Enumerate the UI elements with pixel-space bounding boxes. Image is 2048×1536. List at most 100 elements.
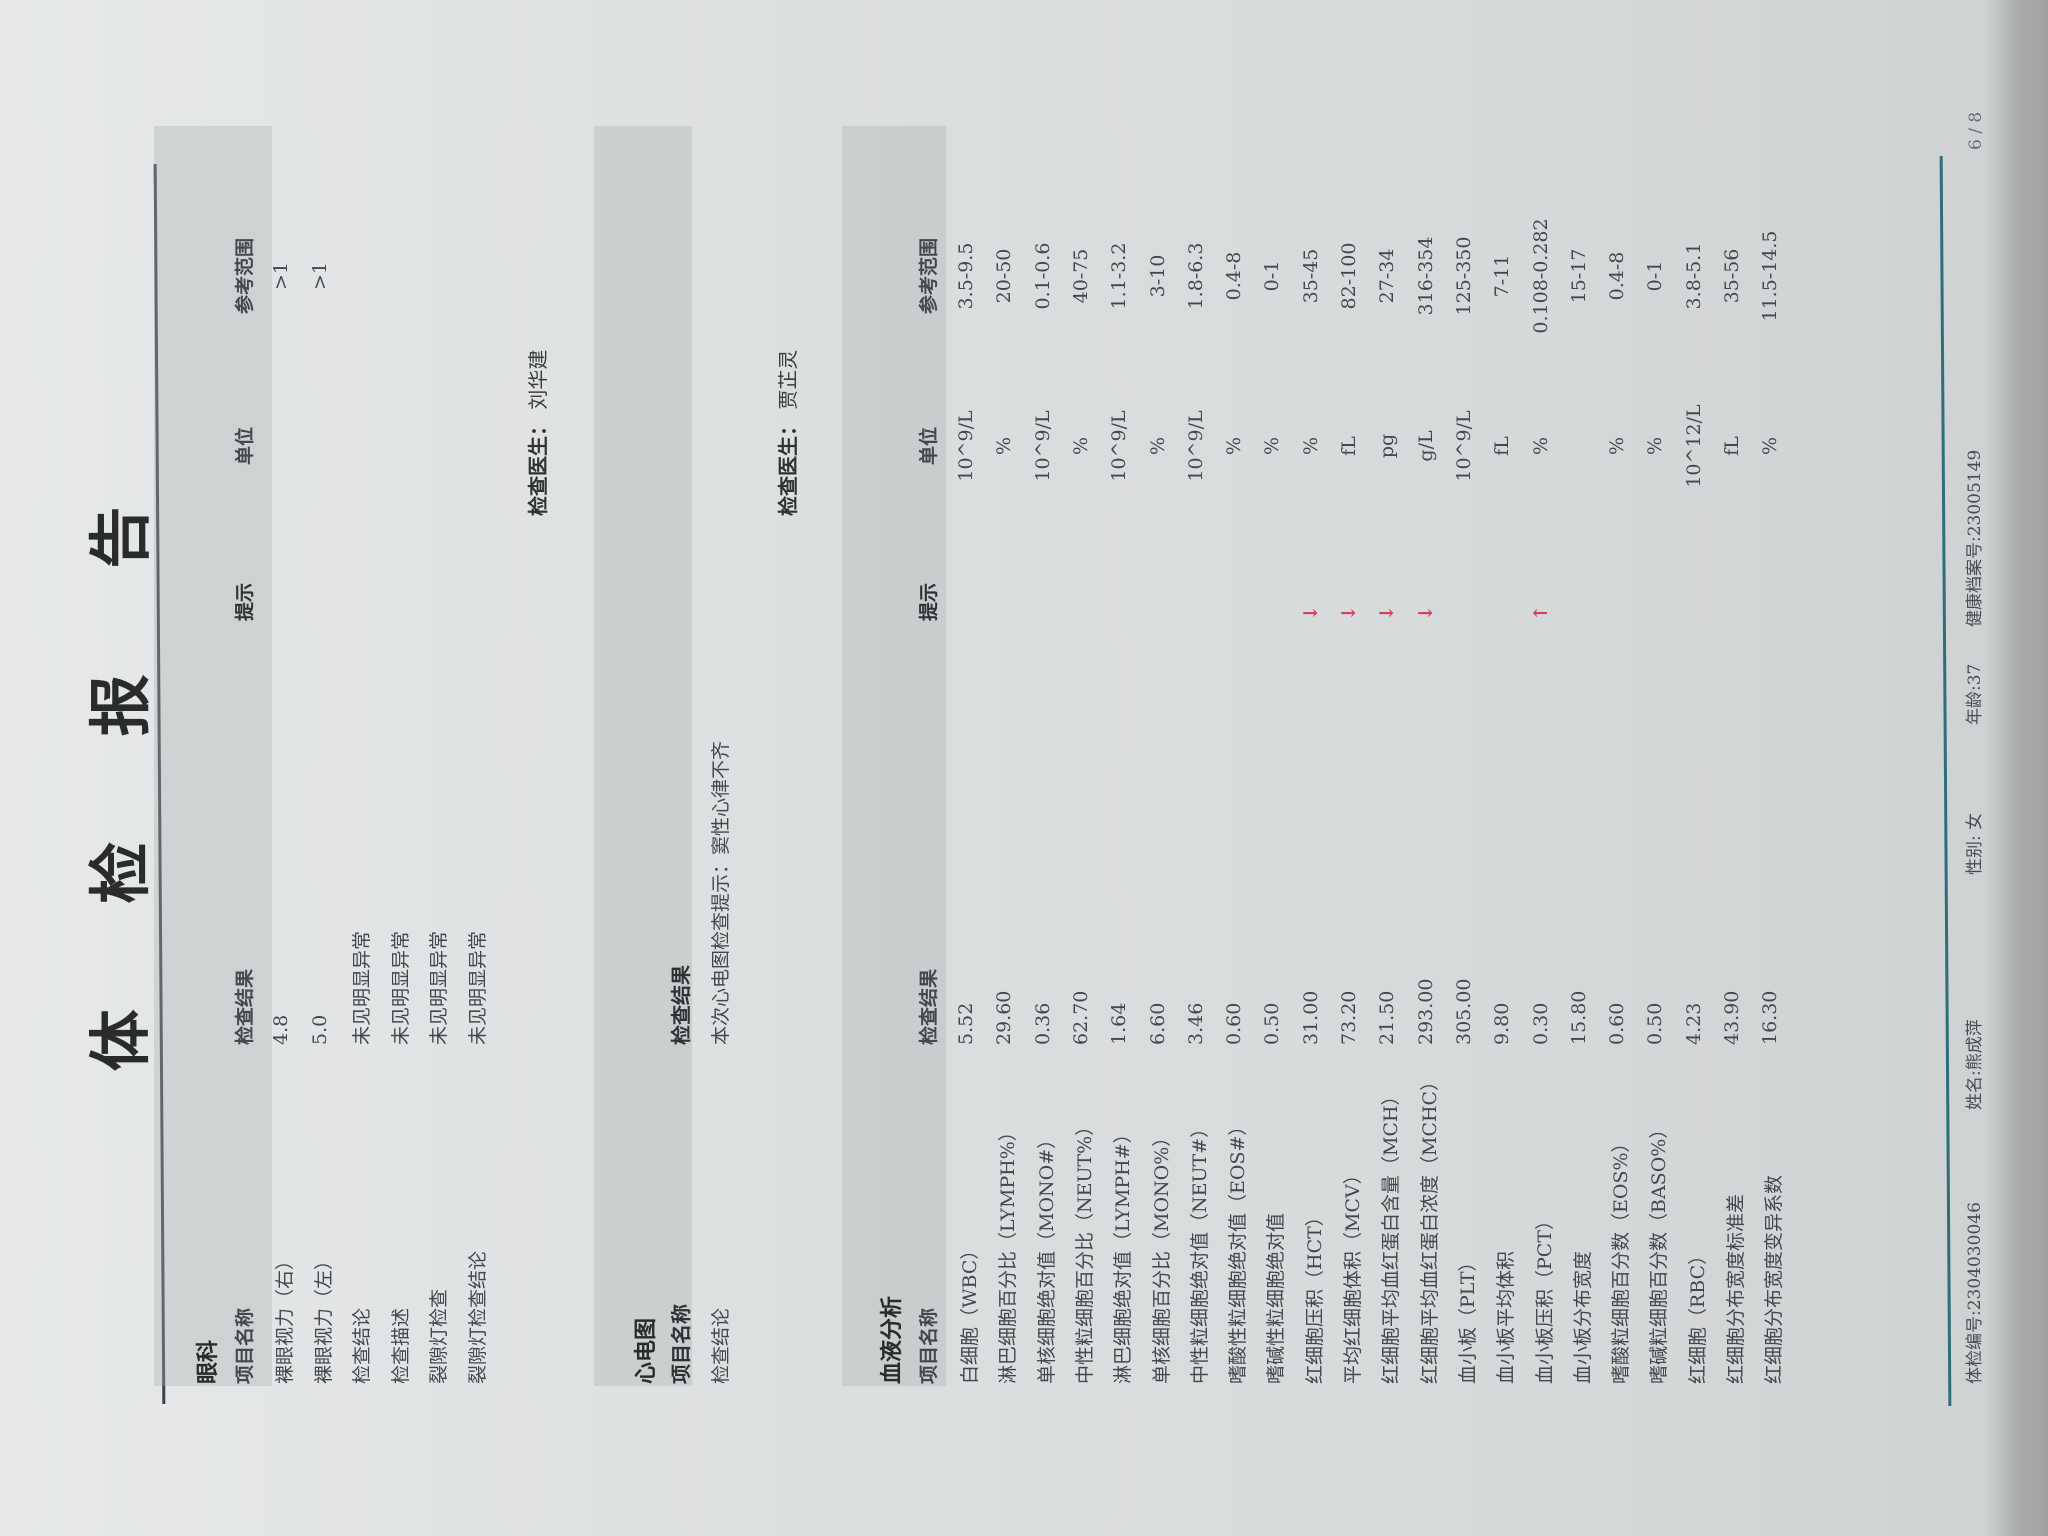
ecg-col-result: 检查结果	[669, 965, 693, 1045]
row-result: 0.36	[1031, 1002, 1054, 1045]
row-result: 未见明显异常	[389, 930, 412, 1045]
row-reference-range: 0.108-0.282	[1529, 218, 1552, 334]
row-unit: 10^9/L	[1108, 410, 1131, 482]
column-header-unit: 单位	[918, 427, 940, 466]
row-result: 21.50	[1376, 990, 1399, 1045]
row-item-name: 平均红细胞体积（MCV）	[1342, 1165, 1364, 1384]
column-header-result: 检查结果	[234, 968, 256, 1045]
column-header-unit: 单位	[234, 427, 256, 466]
row-item-name: 嗜酸性粒细胞绝对值（EOS#）	[1227, 1116, 1250, 1384]
column-header-result: 检查结果	[918, 968, 940, 1045]
doctor-label: 检查医生：	[776, 416, 800, 516]
footer-health-record-number: 健康档案号:23005149	[1965, 449, 1985, 627]
row-reference-range: 35-45	[1299, 248, 1322, 304]
row-unit: 10^9/L	[1031, 410, 1054, 482]
row-item-name: 淋巴细胞百分比（LYMPH%）	[997, 1122, 1020, 1384]
row-result: 0.60	[1606, 1002, 1629, 1045]
doctor-name: 刘华建	[526, 349, 550, 410]
row-item-name: 红细胞（RBC）	[1686, 1245, 1709, 1384]
ecg-section-title: 心电图	[633, 1317, 659, 1384]
row-unit: pg	[1376, 433, 1399, 459]
row-result: 3.46	[1184, 1002, 1207, 1045]
row-unit: 10^9/L	[1184, 410, 1207, 482]
row-result: 305.00	[1452, 978, 1475, 1045]
row-reference-range: 1.1-3.2	[1108, 242, 1131, 310]
page-number: 6 / 8	[1966, 111, 1986, 150]
row-reference-range: 40-75	[1069, 248, 1092, 304]
row-result: 未见明显异常	[351, 930, 373, 1045]
row-reference-range: 0.4-8	[1223, 251, 1246, 301]
row-result: 29.60	[993, 990, 1016, 1045]
row-unit: %	[1223, 436, 1246, 456]
ecg-header-band	[594, 126, 692, 1386]
row-reference-range: 82-100	[1338, 242, 1360, 310]
row-result: 16.30	[1759, 990, 1782, 1045]
row-item-name: 中性粒细胞绝对值（NEUT#）	[1188, 1118, 1211, 1384]
row-result: 0.60	[1223, 1002, 1246, 1045]
row-unit: %	[1606, 436, 1629, 456]
doctor-label: 检查医生：	[526, 416, 550, 516]
row-item-name: 血小板分布宽度	[1571, 1250, 1594, 1384]
row-item-name: 检查描述	[389, 1307, 412, 1384]
ecg-doctor: 检查医生： 贾芷灵	[772, 350, 801, 516]
row-item-name: 裸眼视力（右）	[274, 1250, 296, 1384]
row-item-name: 血小板平均体积	[1495, 1250, 1518, 1384]
ecg-row-result: 本次心电图检查提示：窦性心律不齐	[710, 740, 732, 1045]
column-header-range: 参考范围	[234, 238, 256, 315]
row-result: 9.80	[1491, 1002, 1514, 1045]
row-result: 5.0	[308, 1014, 331, 1045]
row-unit: fL	[1721, 436, 1743, 456]
row-reference-range: 1.8-6.3	[1184, 242, 1207, 310]
footer-patient-name: 姓名:熊成萍	[1965, 1019, 1985, 1110]
column-header-flag: 提示	[234, 582, 256, 621]
row-reference-range: 7-11	[1491, 254, 1514, 298]
row-unit: %	[1644, 436, 1667, 456]
row-item-name: 嗜酸粒细胞百分数（EOS%）	[1610, 1133, 1633, 1384]
column-header-range: 参考范围	[918, 238, 940, 315]
column-header-name: 项目名称	[918, 1307, 940, 1384]
eye-doctor: 检查医生： 刘华建	[522, 350, 551, 516]
footer-age: 年龄:37	[1965, 663, 1985, 725]
row-unit: %	[1069, 436, 1092, 456]
row-unit: fL	[1338, 436, 1360, 456]
row-item-name: 红细胞分布宽度标准差	[1725, 1193, 1747, 1384]
row-flag-arrow-icon: ↓	[1376, 605, 1399, 621]
row-result: 未见明显异常	[428, 930, 450, 1045]
doctor-name: 贾芷灵	[776, 349, 800, 410]
row-reference-range: >1	[270, 262, 292, 291]
report-title: 体 检 报 告	[84, 464, 157, 1072]
row-item-name: 白细胞（WBC）	[959, 1240, 981, 1384]
row-flag-arrow-icon: ↓	[1414, 605, 1437, 621]
row-unit: %	[1529, 436, 1552, 456]
row-result: 73.20	[1338, 990, 1360, 1045]
row-unit: 10^9/L	[1452, 410, 1475, 482]
row-item-name: 嗜碱粒细胞百分数（BASO%）	[1648, 1119, 1671, 1384]
row-result: 4.23	[1682, 1002, 1705, 1045]
row-reference-range: 3.8-5.1	[1682, 242, 1705, 310]
row-flag-arrow-icon: ↓	[1338, 605, 1360, 621]
row-result: 5.52	[955, 1002, 977, 1045]
row-reference-range: 35-56	[1721, 248, 1743, 304]
row-unit: 10^9/L	[955, 410, 977, 482]
row-reference-range: 20-50	[993, 248, 1016, 304]
row-item-name: 红细胞平均血红蛋白含量（MCH）	[1380, 1086, 1403, 1384]
row-item-name: 血小板（PLT）	[1456, 1252, 1479, 1384]
row-reference-range: 0-1	[1644, 260, 1667, 292]
row-item-name: 红细胞压积（HCT）	[1303, 1207, 1326, 1384]
row-item-name: 单核细胞绝对值（MONO#）	[1035, 1129, 1058, 1384]
row-item-name: 单核细胞百分比（MONO%）	[1150, 1127, 1173, 1384]
column-header-flag: 提示	[918, 582, 940, 621]
row-item-name: 嗜碱性粒细胞绝对值	[1265, 1212, 1288, 1384]
row-result: 0.50	[1644, 1002, 1667, 1045]
row-item-name: 红细胞平均血红蛋白浓度（MCHC）	[1418, 1071, 1441, 1384]
row-unit: %	[1146, 436, 1169, 456]
row-result: 43.90	[1721, 990, 1743, 1045]
row-item-name: 红细胞分布宽度变异系数	[1763, 1174, 1786, 1384]
row-reference-range: 3-10	[1146, 254, 1169, 298]
row-unit: 10^12/L	[1682, 404, 1705, 488]
row-item-name: 检查结论	[351, 1307, 373, 1384]
row-reference-range: 125-350	[1452, 236, 1475, 316]
row-item-name: 淋巴细胞绝对值（LYMPH#）	[1112, 1124, 1135, 1384]
ecg-row-name: 检查结论	[710, 1307, 732, 1384]
